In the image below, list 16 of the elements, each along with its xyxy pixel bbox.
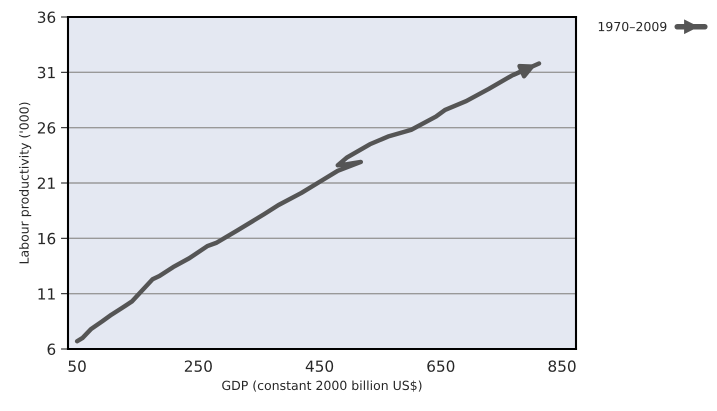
y-tick-label: 26 — [38, 122, 56, 134]
y-axis-title: Labour productivity ('000) — [19, 102, 32, 264]
x-tick-label: 250 — [184, 360, 212, 372]
y-tick-label: 11 — [38, 288, 55, 300]
legend-label: 1970–2009 — [598, 22, 666, 32]
x-tick-label: 450 — [306, 360, 334, 372]
x-tick-label: 50 — [68, 360, 86, 372]
y-tick-label: 21 — [38, 177, 55, 189]
x-tick-label: 850 — [548, 360, 576, 372]
y-tick-label: 31 — [38, 66, 55, 78]
x-tick-label: 650 — [427, 360, 454, 372]
y-tick-label: 6 — [48, 343, 56, 356]
line-series — [74, 61, 542, 344]
x-axis-title: GDP (constant 2000 billion US$) — [222, 380, 422, 392]
y-tick-label: 36 — [38, 11, 56, 24]
y-tick-label: 16 — [38, 232, 56, 244]
